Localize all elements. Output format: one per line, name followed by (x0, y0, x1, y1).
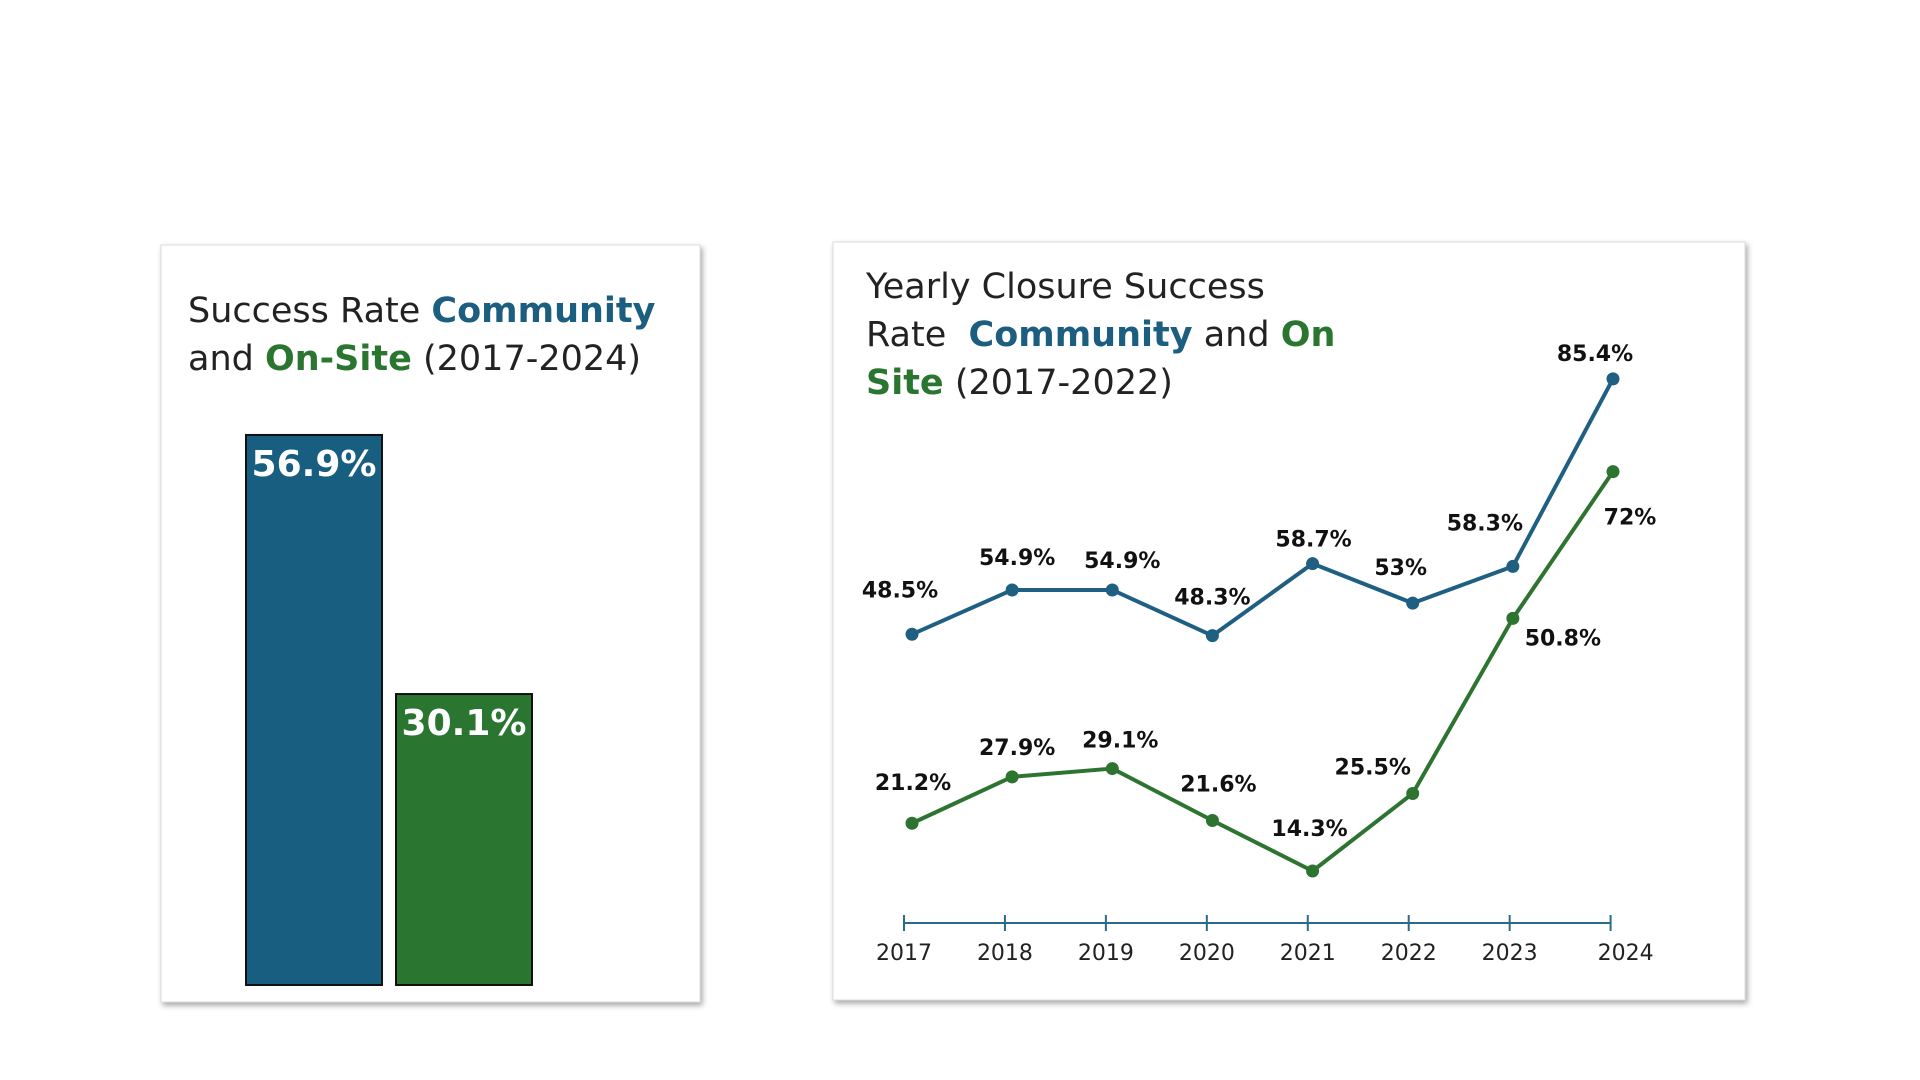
title-segment: Community (969, 315, 1193, 355)
title-segment: (2017-2024) (412, 339, 641, 379)
point (1406, 786, 1420, 800)
point-label: 48.3% (1174, 586, 1250, 611)
x-tick-label: 2022 (1381, 941, 1437, 966)
point-label: 48.5% (862, 578, 938, 603)
point-label: 25.5% (1335, 755, 1411, 780)
point-label: 29.1% (1082, 729, 1158, 754)
point-label: 21.6% (1180, 772, 1256, 797)
title-segment: and (188, 339, 265, 379)
point-label: 58.7% (1275, 528, 1351, 553)
point (1506, 559, 1520, 573)
point (1105, 762, 1119, 776)
bar (245, 433, 383, 986)
x-tick-label: 2017 (876, 941, 932, 966)
title-segment: On (1281, 315, 1336, 355)
title-segment: On-Site (265, 339, 412, 379)
point-label: 54.9% (979, 546, 1055, 571)
point (1205, 629, 1219, 643)
title-segment: Success Rate (188, 291, 431, 331)
title-segment: Community (431, 291, 655, 331)
chart-title: Yearly Closure Success (865, 267, 1265, 307)
bar-label: 56.9% (252, 444, 377, 485)
line (911, 377, 1615, 638)
line (911, 470, 1615, 874)
point (1606, 465, 1620, 479)
title-segment: (2017-2022) (944, 363, 1173, 403)
title-segment: and (1193, 315, 1281, 355)
point (1606, 372, 1620, 386)
x-tick-label: 2020 (1179, 941, 1235, 966)
chart-title: and On-Site (2017-2024) (188, 339, 641, 379)
chart-title: Site (2017-2022) (866, 363, 1173, 403)
title-segment: Yearly Closure Success (865, 267, 1265, 307)
point (1205, 813, 1219, 827)
point (1506, 611, 1520, 625)
bar (395, 693, 533, 986)
point (905, 816, 919, 830)
chart-title: Rate Community and On (866, 315, 1335, 355)
x-tick-label: 2018 (977, 941, 1033, 966)
line-card (832, 241, 1746, 1001)
x-tick-label: 2023 (1482, 941, 1538, 966)
point-label: 14.3% (1271, 817, 1347, 842)
x-tick-label: 2024 (1598, 941, 1654, 966)
point (1105, 583, 1119, 597)
point-label: 54.9% (1084, 549, 1160, 574)
title-segment: Site (866, 363, 944, 403)
chart-title: Success Rate Community (188, 291, 656, 331)
point-label: 53% (1374, 556, 1427, 581)
point (1005, 770, 1019, 784)
point (1306, 557, 1320, 571)
point-label: 21.2% (875, 771, 951, 796)
point (905, 627, 919, 641)
point-label: 85.4% (1557, 342, 1633, 367)
point-label: 58.3% (1447, 511, 1523, 536)
point (1406, 596, 1420, 610)
point-label: 50.8% (1525, 626, 1601, 651)
point (1306, 864, 1320, 878)
x-tick-label: 2021 (1280, 941, 1336, 966)
title-segment: Rate (866, 315, 969, 355)
point-label: 27.9% (979, 736, 1055, 761)
x-tick-label: 2019 (1078, 941, 1134, 966)
point-label: 72% (1604, 506, 1657, 531)
point (1005, 583, 1019, 597)
bar-label: 30.1% (402, 703, 527, 744)
